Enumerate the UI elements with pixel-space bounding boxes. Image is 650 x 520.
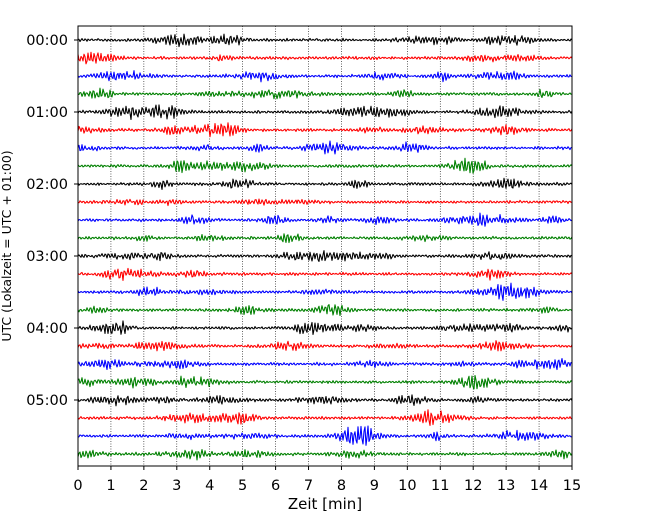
trace-line <box>77 87 573 100</box>
trace-line <box>77 70 573 83</box>
trace-line <box>77 140 573 155</box>
x-axis-ticks: 0 1 2 3 4 5 6 7 8 9 10 11 12 13 14 15 <box>73 466 581 494</box>
x-tick-label: 14 <box>530 478 548 494</box>
x-tick-label: 3 <box>172 478 181 494</box>
trace-line <box>77 374 573 390</box>
x-tick-label: 15 <box>563 478 581 494</box>
x-tick-label: 6 <box>271 478 280 494</box>
trace-line <box>77 33 573 48</box>
x-tick-label: 13 <box>497 478 515 494</box>
y-tick-label: 03:00 <box>26 249 68 265</box>
trace-line <box>77 425 573 446</box>
trace-line <box>77 233 573 244</box>
y-tick-label: 00:00 <box>26 33 68 49</box>
y-axis-label: UTC (Lokalzeit = UTC + 01:00) <box>0 150 14 341</box>
trace-line <box>77 198 573 207</box>
trace-line <box>77 357 573 371</box>
trace-line <box>77 250 573 262</box>
trace-line <box>77 282 573 301</box>
y-axis-ticks: 00:00 01:00 02:00 03:00 04:00 05:00 <box>26 33 78 409</box>
x-axis-label: Zeit [min] <box>288 495 362 513</box>
y-tick-label: 05:00 <box>26 393 68 409</box>
trace-line <box>77 212 573 227</box>
seismic-traces <box>77 33 573 461</box>
trace-line <box>77 177 573 190</box>
x-tick-label: 4 <box>205 478 214 494</box>
trace-line <box>77 320 573 336</box>
trace-line <box>77 304 573 317</box>
trace-line <box>77 409 573 426</box>
vertical-grid <box>110 26 540 466</box>
trace-line <box>77 340 573 352</box>
x-tick-label: 10 <box>398 478 416 494</box>
trace-line <box>77 51 573 65</box>
x-tick-label: 7 <box>304 478 313 494</box>
trace-line <box>77 104 573 121</box>
x-tick-label: 8 <box>337 478 346 494</box>
trace-line <box>77 267 573 281</box>
x-tick-label: 2 <box>139 478 148 494</box>
x-tick-label: 9 <box>370 478 379 494</box>
x-tick-label: 1 <box>106 478 115 494</box>
x-tick-label: 11 <box>431 478 449 494</box>
plot-frame <box>77 25 573 467</box>
x-tick-label: 0 <box>73 478 82 494</box>
y-tick-label: 02:00 <box>26 177 68 193</box>
trace-line <box>77 157 573 174</box>
trace-line <box>77 449 573 461</box>
trace-line <box>77 394 573 407</box>
trace-line <box>77 122 573 138</box>
x-tick-label: 5 <box>238 478 247 494</box>
y-tick-label: 01:00 <box>26 105 68 121</box>
y-tick-label: 04:00 <box>26 321 68 337</box>
x-tick-label: 12 <box>464 478 482 494</box>
